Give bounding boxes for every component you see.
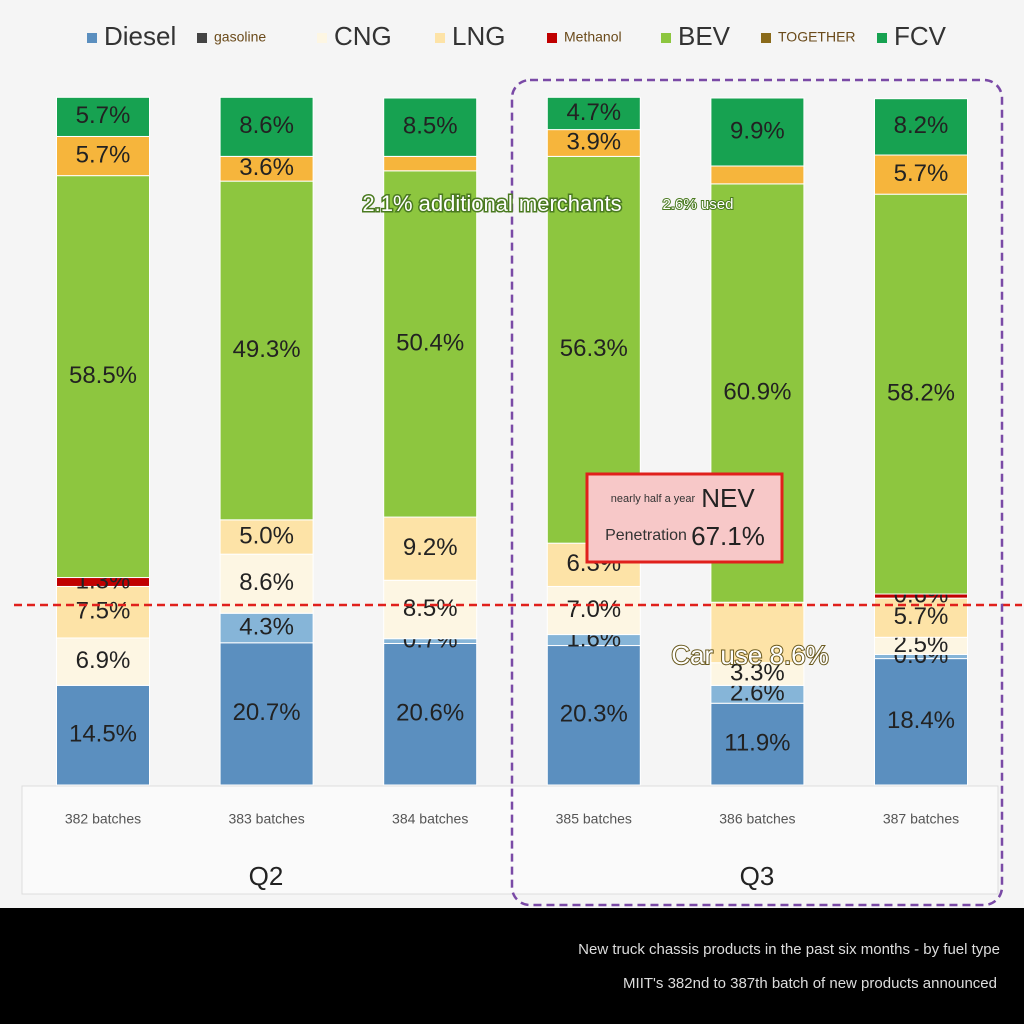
data-label: 20.7% (233, 699, 301, 726)
footer-text: New truck chassis products in the past s… (578, 941, 1000, 958)
data-label: 5.7% (76, 141, 131, 168)
data-label: 9.9% (730, 117, 785, 144)
x-tick-label: 382 batches (65, 811, 141, 827)
data-label: 18.4% (887, 707, 955, 734)
data-label: 7.0% (566, 596, 621, 623)
annotation: Penetration (605, 527, 687, 544)
data-label: 4.3% (239, 613, 294, 640)
data-label: 8.5% (403, 595, 458, 622)
data-label: 58.2% (887, 379, 955, 406)
data-label: 50.4% (396, 329, 464, 356)
annotation-box (585, 472, 784, 564)
legend-label: gasoline (214, 29, 266, 45)
legend-swatch (87, 33, 97, 43)
x-tick-label: 384 batches (392, 811, 468, 827)
legend-label: CNG (334, 21, 392, 51)
bar-segment (56, 684, 150, 786)
bar-segment (710, 702, 805, 786)
legend-swatch (435, 33, 445, 43)
data-label: 60.9% (723, 378, 791, 405)
data-label: 6.9% (76, 647, 131, 674)
group-label: Q2 (249, 861, 284, 891)
data-label: 5.7% (76, 102, 131, 129)
data-label: 5.0% (239, 522, 294, 549)
legend-swatch (317, 33, 327, 43)
data-label: 9.2% (403, 534, 458, 561)
legend-label: Methanol (564, 29, 622, 45)
legend-swatch (197, 33, 207, 43)
data-label: 5.7% (894, 160, 949, 187)
data-label: 3.3% (730, 659, 785, 686)
group-label: Q3 (740, 861, 775, 891)
footer-band (0, 908, 1024, 1024)
legend-label: FCV (894, 21, 947, 51)
bar-segment (56, 585, 150, 639)
bar-segment (710, 601, 805, 664)
bar-segment (710, 97, 805, 167)
x-tick-label: 383 batches (228, 811, 304, 827)
bar-segment (546, 96, 641, 131)
data-label: 3.6% (239, 154, 294, 181)
annotation: NEV (701, 483, 755, 513)
data-label: 4.7% (566, 99, 621, 126)
bar-segment (383, 170, 478, 518)
annotation: Car use 8.6% (671, 640, 829, 670)
data-label: 8.6% (239, 112, 294, 139)
legend-label: TOGETHER (778, 29, 856, 45)
bar-segment (219, 180, 314, 521)
legend-swatch (661, 33, 671, 43)
data-label: 3.9% (566, 128, 621, 155)
bar-segment (874, 98, 968, 156)
bar-segment (219, 642, 314, 786)
bar-segment (219, 612, 314, 644)
bar-segment (874, 193, 968, 595)
bar-segment (383, 97, 478, 157)
bar-segment (383, 642, 478, 786)
legend-label: Diesel (104, 21, 176, 51)
data-label: 8.2% (894, 112, 949, 139)
bar-segment (383, 516, 478, 581)
x-tick-label: 385 batches (556, 811, 632, 827)
data-label: 20.3% (560, 701, 628, 728)
legend-label: LNG (452, 21, 505, 51)
bar-segment (874, 658, 968, 786)
q3-highlight (510, 78, 1004, 907)
legend-swatch (547, 33, 557, 43)
data-label: 7.5% (76, 598, 131, 625)
bar-segment (546, 645, 641, 786)
annotation: 2.1% additional merchants (362, 191, 621, 216)
annotation: 67.1% (691, 521, 765, 551)
data-label: 5.7% (894, 603, 949, 630)
bar-segment (219, 96, 314, 157)
x-tick-label: 387 batches (883, 811, 959, 827)
axis-area (21, 785, 999, 895)
data-label: 20.6% (396, 700, 464, 727)
bar-segment (219, 553, 314, 614)
data-label: 8.5% (403, 113, 458, 140)
footer-text: MIIT's 382nd to 387th batch of new produ… (623, 975, 997, 992)
x-tick-label: 386 batches (719, 811, 795, 827)
annotation: nearly half a year (611, 493, 696, 505)
data-label: 49.3% (233, 336, 301, 363)
bar-segment (383, 155, 478, 172)
legend-label: BEV (678, 21, 731, 51)
data-label: 58.5% (69, 362, 137, 389)
bar-segment (874, 154, 968, 195)
bar-segment (219, 155, 314, 182)
data-label: 56.3% (560, 335, 628, 362)
legend-swatch (877, 33, 887, 43)
data-label: 14.5% (69, 721, 137, 748)
annotation: 2.6% used (663, 196, 734, 213)
data-label: 11.9% (724, 729, 790, 756)
legend-swatch (761, 33, 771, 43)
bar-segment (56, 96, 150, 137)
data-label: 8.6% (239, 569, 294, 596)
bar-segment (710, 165, 805, 185)
